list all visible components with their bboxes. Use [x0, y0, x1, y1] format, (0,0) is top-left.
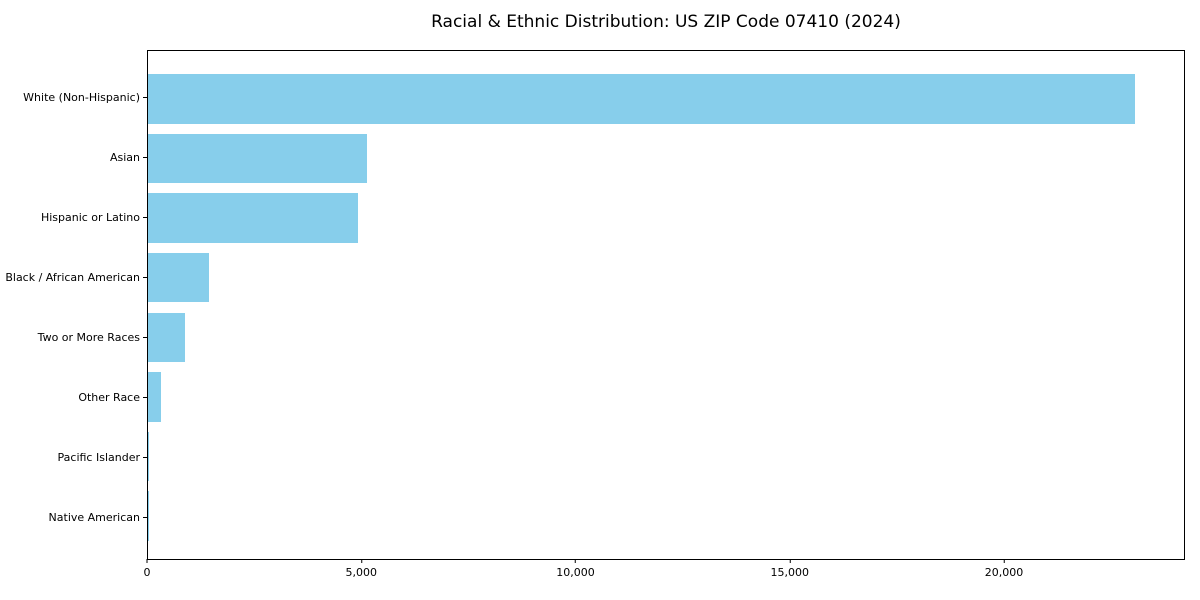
bar-row	[148, 69, 1184, 129]
y-tick-mark	[143, 277, 147, 279]
y-tick-label: Hispanic or Latino	[40, 211, 140, 225]
y-tick-label: Two or More Races	[37, 330, 140, 344]
chart-title: Racial & Ethnic Distribution: US ZIP Cod…	[431, 12, 901, 32]
y-label-row: Native American	[0, 487, 147, 547]
x-tick-mark	[146, 559, 148, 563]
bar-row	[148, 367, 1184, 427]
y-tick-mark	[143, 456, 147, 458]
x-tick-mark	[575, 559, 576, 563]
bar-pacific-islander	[148, 431, 150, 482]
y-tick-mark	[143, 336, 147, 338]
bar-two-or-more-races	[148, 312, 186, 363]
y-tick-label: Pacific Islander	[57, 450, 140, 464]
bar-black-african-american	[148, 252, 209, 303]
x-tick-label: 0	[143, 566, 151, 579]
bar-row	[148, 486, 1184, 546]
y-label-row: Two or More Races	[0, 308, 147, 368]
bar-row	[148, 248, 1184, 308]
y-tick-label: Asian	[109, 151, 140, 165]
x-tick-mark	[360, 559, 362, 563]
y-label-row: Asian	[0, 128, 147, 188]
plot-area	[147, 50, 1185, 560]
x-tick-label: 10,000	[556, 566, 595, 579]
x-tick: 15,000	[770, 559, 810, 579]
y-tick-mark	[143, 516, 147, 518]
bar-row	[148, 188, 1184, 248]
y-tick-mark	[143, 97, 147, 99]
x-tick-label: 5,000	[345, 566, 378, 579]
x-tick-mark	[789, 559, 791, 563]
bars-layer	[148, 51, 1184, 559]
y-tick-mark	[143, 217, 147, 219]
bar-row	[148, 308, 1184, 368]
y-label-row: Hispanic or Latino	[0, 188, 147, 248]
x-tick-mark	[1003, 559, 1005, 563]
y-label-row: White (Non-Hispanic)	[0, 68, 147, 128]
bar-row	[148, 427, 1184, 487]
bar-hispanic-or-latino	[148, 193, 358, 243]
x-tick: 20,000	[984, 559, 1024, 579]
x-tick-label: 15,000	[770, 566, 810, 579]
x-tick: 5,000	[345, 559, 378, 579]
y-tick-label: Other Race	[78, 390, 140, 404]
bar-other-race	[148, 372, 161, 422]
y-tick-mark	[143, 396, 147, 398]
y-tick-label: Black / African American	[5, 271, 140, 285]
bar-white-non-hispanic	[148, 74, 1136, 124]
y-tick-label: Native American	[48, 510, 140, 524]
y-tick-label: White (Non-Hispanic)	[23, 91, 140, 105]
y-label-row: Black / African American	[0, 248, 147, 308]
x-tick: 0	[144, 559, 151, 579]
bar-asian	[148, 133, 367, 184]
y-tick-mark	[143, 157, 147, 159]
y-label-row: Pacific Islander	[0, 427, 147, 487]
x-tick: 10,000	[556, 559, 595, 579]
x-axis: 0 5,000 10,000 15,000 20,000	[144, 559, 1185, 589]
bar-row	[148, 129, 1184, 189]
y-label-row: Other Race	[0, 367, 147, 427]
x-tick-label: 20,000	[984, 566, 1024, 579]
y-axis-labels: White (Non-Hispanic) Asian Hispanic or Lat…	[0, 50, 147, 560]
